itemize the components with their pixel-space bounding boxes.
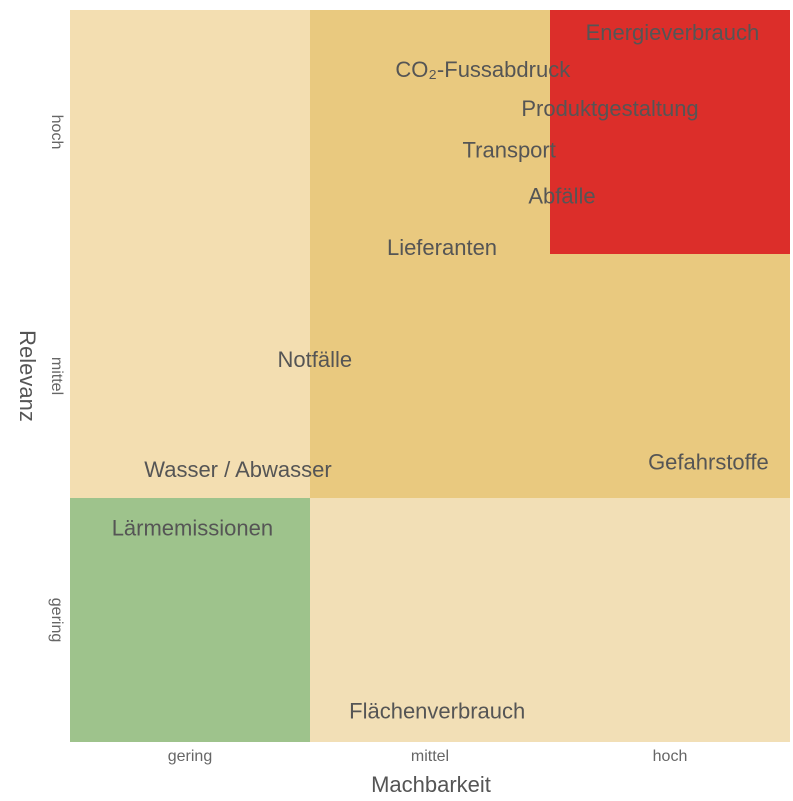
- y-axis-title: Relevanz: [15, 330, 40, 422]
- topic-label: Lieferanten: [387, 235, 497, 260]
- topic-label: Notfälle: [278, 347, 353, 372]
- matrix-region: [310, 498, 790, 742]
- topic-label: Lärmemissionen: [112, 516, 273, 541]
- y-tick-label: mittel: [48, 357, 65, 395]
- topic-label: CO₂-Fussabdruck: [395, 57, 571, 82]
- x-tick-label: gering: [168, 748, 212, 765]
- topic-label: Transport: [463, 137, 556, 162]
- topic-label: Flächenverbrauch: [349, 699, 525, 724]
- topic-label: Gefahrstoffe: [648, 450, 769, 475]
- y-tick-label: gering: [48, 598, 65, 642]
- topic-label: Abfälle: [528, 184, 595, 209]
- matrix-region: [550, 10, 790, 254]
- x-axis-title: Machbarkeit: [371, 772, 491, 797]
- matrix-region: [70, 498, 310, 742]
- topic-label: Wasser / Abwasser: [144, 457, 331, 482]
- y-tick-label: hoch: [48, 115, 65, 150]
- topic-label: Energieverbrauch: [586, 20, 760, 45]
- x-tick-label: hoch: [653, 748, 688, 765]
- x-tick-label: mittel: [411, 748, 449, 765]
- topic-label: Produktgestaltung: [521, 96, 698, 121]
- matrix-region: [70, 10, 310, 498]
